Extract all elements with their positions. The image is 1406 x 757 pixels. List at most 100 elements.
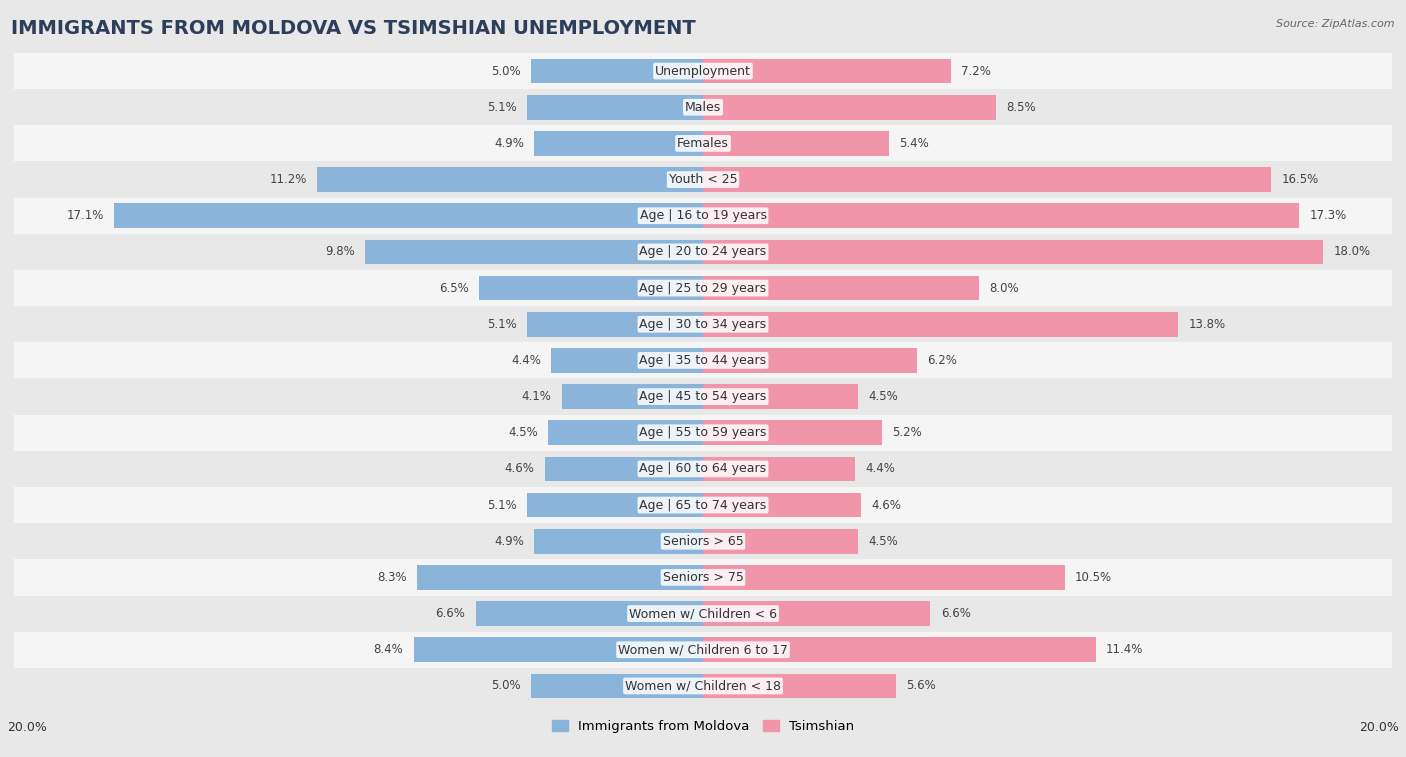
Bar — [14, 89, 1392, 126]
Bar — [703, 204, 1299, 228]
Text: 8.0%: 8.0% — [988, 282, 1018, 294]
Bar — [703, 167, 1271, 192]
Bar — [562, 385, 703, 409]
Text: 4.4%: 4.4% — [512, 354, 541, 367]
Text: 5.1%: 5.1% — [488, 101, 517, 114]
Bar — [527, 312, 703, 337]
Bar — [703, 240, 1323, 264]
Bar — [418, 565, 703, 590]
Text: Age | 30 to 34 years: Age | 30 to 34 years — [640, 318, 766, 331]
Bar — [14, 631, 1392, 668]
Text: 5.6%: 5.6% — [907, 680, 936, 693]
Text: 11.4%: 11.4% — [1107, 643, 1143, 656]
Text: Women w/ Children 6 to 17: Women w/ Children 6 to 17 — [619, 643, 787, 656]
Text: 20.0%: 20.0% — [7, 721, 46, 734]
Text: 10.5%: 10.5% — [1076, 571, 1112, 584]
Text: 8.3%: 8.3% — [377, 571, 406, 584]
Bar — [703, 529, 858, 553]
Bar — [14, 198, 1392, 234]
Bar — [318, 167, 703, 192]
Text: Women w/ Children < 6: Women w/ Children < 6 — [628, 607, 778, 620]
Text: Age | 45 to 54 years: Age | 45 to 54 years — [640, 390, 766, 403]
Text: Males: Males — [685, 101, 721, 114]
Text: 8.5%: 8.5% — [1007, 101, 1036, 114]
Bar — [703, 674, 896, 698]
Bar — [531, 59, 703, 83]
Bar — [14, 668, 1392, 704]
Text: Seniors > 65: Seniors > 65 — [662, 534, 744, 548]
Bar — [703, 348, 917, 372]
Text: 17.1%: 17.1% — [66, 209, 104, 223]
Bar — [703, 565, 1064, 590]
Text: 5.4%: 5.4% — [900, 137, 929, 150]
Text: IMMIGRANTS FROM MOLDOVA VS TSIMSHIAN UNEMPLOYMENT: IMMIGRANTS FROM MOLDOVA VS TSIMSHIAN UNE… — [11, 19, 696, 38]
Text: 7.2%: 7.2% — [962, 64, 991, 77]
Bar — [551, 348, 703, 372]
Bar — [703, 276, 979, 301]
Bar — [14, 270, 1392, 306]
Text: Age | 20 to 24 years: Age | 20 to 24 years — [640, 245, 766, 258]
Bar — [14, 487, 1392, 523]
Text: 6.2%: 6.2% — [927, 354, 956, 367]
Text: 16.5%: 16.5% — [1282, 173, 1319, 186]
Text: 4.1%: 4.1% — [522, 390, 551, 403]
Bar — [479, 276, 703, 301]
Bar — [548, 420, 703, 445]
Bar — [114, 204, 703, 228]
Bar — [475, 601, 703, 626]
Text: 6.6%: 6.6% — [941, 607, 970, 620]
Bar — [14, 53, 1392, 89]
Bar — [527, 493, 703, 517]
Text: Females: Females — [678, 137, 728, 150]
Bar — [703, 456, 855, 481]
Bar — [14, 234, 1392, 270]
Bar — [527, 95, 703, 120]
Text: Source: ZipAtlas.com: Source: ZipAtlas.com — [1277, 19, 1395, 29]
Bar — [703, 601, 931, 626]
Text: 20.0%: 20.0% — [1360, 721, 1399, 734]
Text: Age | 35 to 44 years: Age | 35 to 44 years — [640, 354, 766, 367]
Text: 9.8%: 9.8% — [325, 245, 356, 258]
Bar — [14, 378, 1392, 415]
Bar — [703, 420, 882, 445]
Text: Seniors > 75: Seniors > 75 — [662, 571, 744, 584]
Text: Age | 25 to 29 years: Age | 25 to 29 years — [640, 282, 766, 294]
Bar — [14, 126, 1392, 161]
Bar — [534, 529, 703, 553]
Bar — [703, 385, 858, 409]
Bar — [544, 456, 703, 481]
Bar — [703, 637, 1095, 662]
Bar — [366, 240, 703, 264]
Bar — [14, 161, 1392, 198]
Bar — [703, 95, 995, 120]
Text: 4.5%: 4.5% — [869, 390, 898, 403]
Bar — [703, 59, 950, 83]
Bar — [14, 451, 1392, 487]
Text: 8.4%: 8.4% — [374, 643, 404, 656]
Text: 4.4%: 4.4% — [865, 463, 894, 475]
Text: 5.2%: 5.2% — [893, 426, 922, 439]
Bar — [14, 523, 1392, 559]
Legend: Immigrants from Moldova, Tsimshian: Immigrants from Moldova, Tsimshian — [551, 720, 855, 734]
Bar — [14, 342, 1392, 378]
Text: 6.6%: 6.6% — [436, 607, 465, 620]
Text: 4.6%: 4.6% — [872, 499, 901, 512]
Text: 4.5%: 4.5% — [869, 534, 898, 548]
Text: 5.0%: 5.0% — [491, 680, 520, 693]
Bar — [534, 131, 703, 156]
Bar — [703, 312, 1178, 337]
Text: Age | 16 to 19 years: Age | 16 to 19 years — [640, 209, 766, 223]
Text: 5.0%: 5.0% — [491, 64, 520, 77]
Bar — [531, 674, 703, 698]
Text: Women w/ Children < 18: Women w/ Children < 18 — [626, 680, 780, 693]
Text: Unemployment: Unemployment — [655, 64, 751, 77]
Text: Age | 55 to 59 years: Age | 55 to 59 years — [640, 426, 766, 439]
Text: Youth < 25: Youth < 25 — [669, 173, 737, 186]
Text: 4.6%: 4.6% — [505, 463, 534, 475]
Text: 5.1%: 5.1% — [488, 318, 517, 331]
Text: 13.8%: 13.8% — [1188, 318, 1226, 331]
Bar — [703, 493, 862, 517]
Text: 4.9%: 4.9% — [494, 137, 524, 150]
Text: Age | 65 to 74 years: Age | 65 to 74 years — [640, 499, 766, 512]
Text: 6.5%: 6.5% — [439, 282, 468, 294]
